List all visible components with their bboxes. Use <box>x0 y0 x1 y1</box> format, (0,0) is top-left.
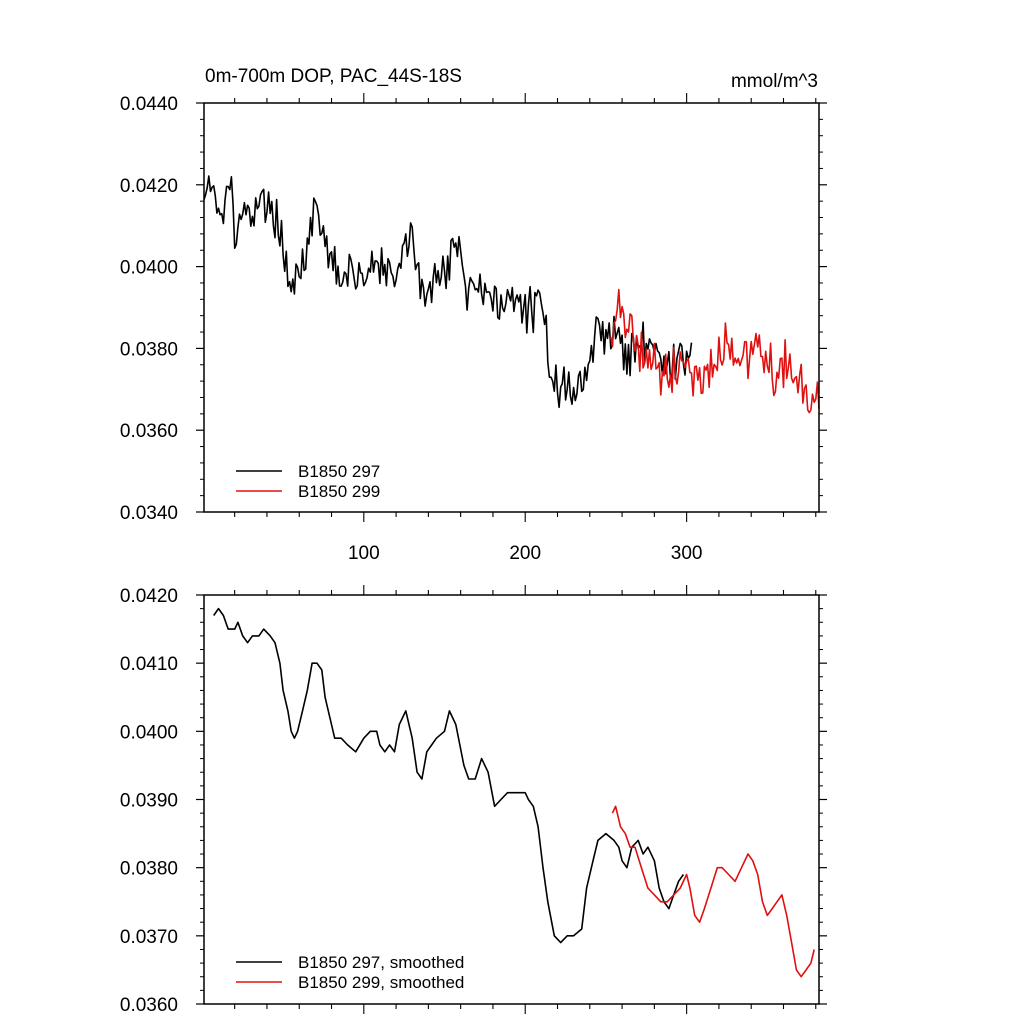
bottom-plot-frame <box>203 594 820 1005</box>
top-ytick-label: 0.0340 <box>120 503 178 524</box>
top-plot-frame <box>203 102 820 513</box>
top-xtick-label: 300 <box>671 543 703 564</box>
top-series-line-299 <box>610 288 820 414</box>
bottom-legend-label-297: B1850 297, smoothed <box>298 953 464 972</box>
top-legend-label-299: B1850 299 <box>298 482 380 501</box>
bottom-panel: 0.0360 0.0370 0.0380 0.0390 0.0400 0.0410 0.04… <box>120 585 827 1016</box>
bottom-ytick-label: 0.0380 <box>120 859 178 880</box>
bottom-ticks: 0.0360 0.0370 0.0380 0.0390 0.0400 0.0410 0.04… <box>120 585 827 1016</box>
top-legend-label-297: B1850 297 <box>298 462 380 481</box>
top-series <box>203 175 820 414</box>
top-ticks: 0.0340 0.0360 0.0380 0.0400 0.0420 0.0440 100 2… <box>120 93 827 564</box>
top-ytick-label: 0.0360 <box>120 421 178 442</box>
top-ytick-label: 0.0380 <box>120 339 178 360</box>
top-legend: B1850 297 B1850 299 <box>236 462 380 501</box>
top-xtick-label: 200 <box>509 543 541 564</box>
bottom-legend-label-299: B1850 299, smoothed <box>298 973 464 992</box>
bottom-series <box>213 607 815 978</box>
bottom-ytick-label: 0.0400 <box>120 722 178 743</box>
top-units: mmol/m^3 <box>731 71 818 92</box>
top-ytick-label: 0.0420 <box>120 176 178 197</box>
bottom-series-line-299 <box>611 805 815 978</box>
top-title: 0m-700m DOP, PAC_44S-18S <box>205 66 462 87</box>
bottom-ytick-label: 0.0370 <box>120 927 178 948</box>
top-series-line-297 <box>203 175 693 409</box>
bottom-ytick-label: 0.0420 <box>120 586 178 607</box>
top-xtick-label: 100 <box>348 543 380 564</box>
bottom-ytick-label: 0.0360 <box>120 995 178 1016</box>
bottom-ytick-label: 0.0410 <box>120 654 178 675</box>
bottom-ytick-label: 0.0390 <box>120 791 178 812</box>
top-panel: 0m-700m DOP, PAC_44S-18S mmol/m^3 0.0340… <box>120 66 827 564</box>
bottom-legend: B1850 297, smoothed B1850 299, smoothed <box>236 953 464 992</box>
bottom-series-line-297 <box>213 607 685 944</box>
top-ytick-label: 0.0400 <box>120 258 178 279</box>
top-ytick-label: 0.0440 <box>120 94 178 115</box>
